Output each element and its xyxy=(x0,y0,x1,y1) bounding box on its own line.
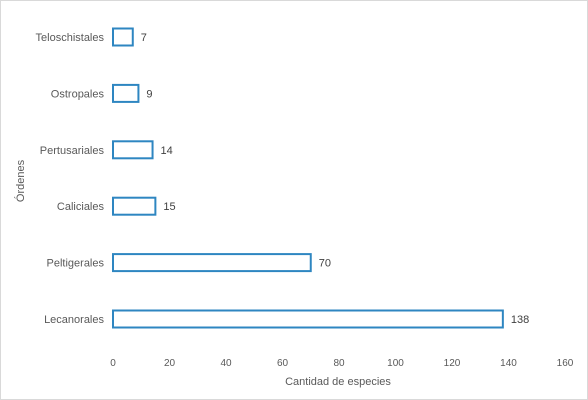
x-axis-title: Cantidad de especies xyxy=(285,376,391,388)
x-tick-label: 60 xyxy=(277,358,289,369)
bar-pertusariales xyxy=(112,140,154,160)
x-tick-label: 80 xyxy=(333,358,345,369)
x-tick-label: 140 xyxy=(500,358,517,369)
category-label: Teloschistales xyxy=(36,32,105,44)
data-label: 70 xyxy=(319,258,331,270)
category-label: Lecanorales xyxy=(44,314,104,326)
data-labels: 7 9 14 15 70 138 xyxy=(141,32,529,326)
data-label: 14 xyxy=(161,145,173,157)
y-axis-title: Órdenes xyxy=(14,159,27,202)
x-tick-label: 120 xyxy=(444,358,461,369)
category-label: Caliciales xyxy=(57,201,105,213)
x-tick-labels: 0 20 40 60 80 100 120 140 160 xyxy=(110,358,574,369)
x-tick-label: 20 xyxy=(164,358,176,369)
x-tick-label: 160 xyxy=(557,358,574,369)
data-label: 9 xyxy=(146,88,152,100)
data-label: 7 xyxy=(141,32,147,44)
bar-ostropales xyxy=(112,83,140,103)
data-label: 138 xyxy=(511,314,529,326)
x-tick-label: 0 xyxy=(110,358,116,369)
x-tick-label: 100 xyxy=(387,358,404,369)
x-tick-label: 40 xyxy=(220,358,232,369)
bar-teloschistales xyxy=(112,27,134,47)
bars-group xyxy=(112,27,504,329)
bar-peltigerales xyxy=(112,253,312,273)
data-label: 15 xyxy=(163,201,175,213)
category-label: Pertusariales xyxy=(40,145,105,157)
bar-lecanorales xyxy=(112,309,504,329)
category-label: Peltigerales xyxy=(47,258,105,270)
category-labels: Teloschistales Ostropales Pertusariales Cal… xyxy=(36,32,105,326)
bar-caliciales xyxy=(112,196,157,216)
category-label: Ostropales xyxy=(51,88,105,100)
